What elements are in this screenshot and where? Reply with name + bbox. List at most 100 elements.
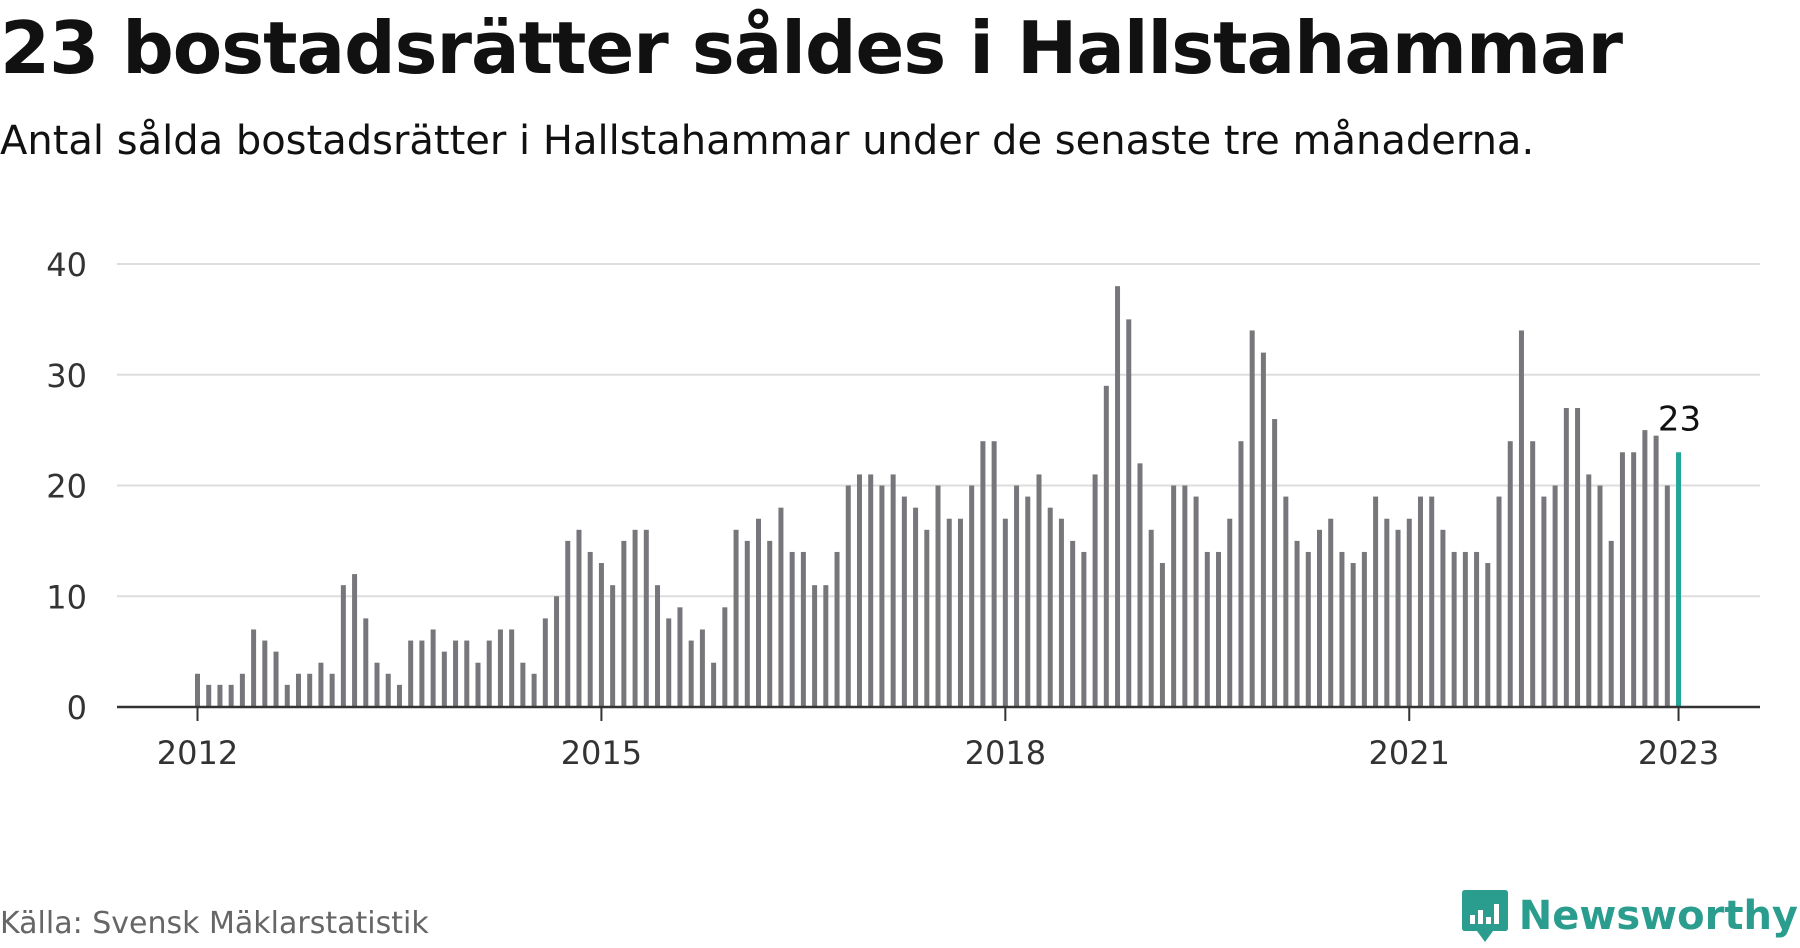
x-tick-label: 2012 bbox=[157, 734, 238, 772]
bar bbox=[554, 596, 560, 707]
bar bbox=[1608, 540, 1614, 707]
bar bbox=[1148, 529, 1154, 707]
bar bbox=[957, 518, 963, 707]
bar bbox=[1384, 518, 1390, 707]
bar bbox=[251, 629, 257, 707]
bar bbox=[486, 640, 492, 707]
bar bbox=[991, 441, 997, 707]
bar bbox=[206, 684, 212, 707]
y-tick-label: 40 bbox=[46, 246, 87, 284]
bar bbox=[1249, 330, 1255, 707]
bar bbox=[531, 673, 537, 707]
bar bbox=[1171, 485, 1177, 707]
bar bbox=[913, 507, 919, 707]
bar bbox=[1395, 529, 1401, 707]
bar bbox=[655, 585, 661, 707]
bar bbox=[284, 684, 290, 707]
bar bbox=[1373, 496, 1379, 707]
bar bbox=[509, 629, 515, 707]
bar bbox=[699, 629, 705, 707]
bar bbox=[610, 585, 616, 707]
bar bbox=[1025, 496, 1031, 707]
bar bbox=[621, 540, 627, 707]
bar bbox=[419, 640, 425, 707]
bar bbox=[722, 607, 728, 707]
bar bbox=[1575, 407, 1581, 707]
bar bbox=[1429, 496, 1435, 707]
bar bbox=[430, 629, 436, 707]
bar bbox=[756, 518, 761, 707]
bar bbox=[1406, 518, 1412, 707]
bar bbox=[1115, 286, 1121, 707]
highlight-data-label: 23 bbox=[1658, 399, 1701, 439]
bar bbox=[1462, 551, 1468, 707]
bar bbox=[497, 629, 503, 707]
bar bbox=[980, 441, 986, 707]
bar bbox=[262, 640, 268, 707]
bar bbox=[969, 485, 975, 707]
bar bbox=[666, 618, 672, 707]
bar bbox=[767, 540, 773, 707]
bar bbox=[643, 529, 649, 707]
bar bbox=[520, 662, 526, 707]
y-tick-label: 0 bbox=[67, 689, 87, 727]
bar bbox=[1597, 485, 1603, 707]
bar bbox=[1002, 518, 1008, 707]
bar bbox=[1619, 452, 1625, 707]
bar bbox=[1350, 563, 1356, 707]
bar bbox=[239, 673, 245, 707]
source-note: Källa: Svensk Mäklarstatistik bbox=[0, 906, 429, 941]
bar bbox=[1530, 441, 1536, 707]
bar bbox=[1216, 551, 1222, 707]
chart-subtitle: Antal sålda bostadsrätter i Hallstahamma… bbox=[0, 118, 1535, 164]
bar bbox=[441, 651, 447, 707]
bar bbox=[1305, 551, 1311, 707]
brand-logo: Newsworthy bbox=[1461, 888, 1798, 944]
bar bbox=[1541, 496, 1547, 707]
y-tick-label: 30 bbox=[46, 357, 87, 395]
bar bbox=[733, 529, 739, 707]
bar bbox=[273, 651, 279, 707]
bar bbox=[1361, 551, 1367, 707]
bar bbox=[1563, 407, 1569, 707]
bar bbox=[845, 485, 851, 707]
bar bbox=[1238, 441, 1244, 707]
bar bbox=[1058, 518, 1064, 707]
bar bbox=[464, 640, 470, 707]
bar bbox=[789, 551, 795, 707]
bar bbox=[1518, 330, 1524, 707]
bar bbox=[340, 585, 346, 707]
bar bbox=[408, 640, 414, 707]
bar bbox=[856, 474, 862, 707]
bar bbox=[295, 673, 301, 707]
bar bbox=[363, 618, 369, 707]
bar bbox=[1092, 474, 1098, 707]
bar bbox=[1496, 496, 1502, 707]
bar bbox=[385, 673, 391, 707]
bar-highlight bbox=[1676, 452, 1682, 707]
bar bbox=[1653, 435, 1659, 707]
x-tick-label: 2015 bbox=[561, 734, 642, 772]
bar bbox=[542, 618, 548, 707]
bar bbox=[834, 551, 840, 707]
bar bbox=[374, 662, 380, 707]
bar bbox=[778, 507, 784, 707]
bar bbox=[688, 640, 694, 707]
bar bbox=[1631, 452, 1637, 707]
bar bbox=[823, 585, 829, 707]
bar bbox=[1317, 529, 1322, 707]
bar bbox=[924, 529, 930, 707]
bar bbox=[228, 684, 234, 707]
bar bbox=[677, 607, 683, 707]
bar bbox=[1070, 540, 1076, 707]
bar bbox=[598, 563, 604, 707]
bar bbox=[453, 640, 459, 707]
bar bbox=[1586, 474, 1592, 707]
bar bbox=[587, 551, 593, 707]
bar bbox=[1417, 496, 1423, 707]
x-tick-label: 2018 bbox=[965, 734, 1046, 772]
bar bbox=[1642, 430, 1648, 707]
bar bbox=[1294, 540, 1300, 707]
bar bbox=[901, 496, 907, 707]
